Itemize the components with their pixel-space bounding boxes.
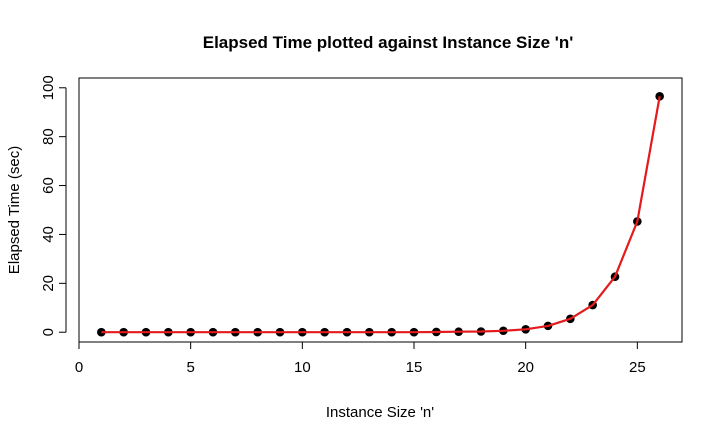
x-tick-label: 5 (186, 359, 194, 376)
y-tick-label: 0 (40, 328, 57, 336)
x-tick-label: 10 (294, 359, 311, 376)
x-axis: 0 5 10 15 20 25 (75, 341, 646, 376)
x-axis-label: Instance Size 'n' (326, 404, 434, 421)
x-tick-label: 25 (629, 359, 646, 376)
y-tick-label: 20 (40, 275, 57, 292)
y-axis-label: Elapsed Time (sec) (6, 146, 23, 274)
x-tick-label: 0 (75, 359, 83, 376)
y-tick-label: 40 (40, 226, 57, 243)
chart-title: Elapsed Time plotted against Instance Si… (203, 33, 574, 52)
y-tick-label: 100 (40, 75, 57, 100)
x-tick-label: 15 (406, 359, 423, 376)
series-polyline (101, 96, 661, 334)
x-tick-label: 20 (517, 359, 534, 376)
y-tick-label: 60 (40, 177, 57, 194)
series-line (101, 96, 661, 334)
data-points (97, 92, 664, 337)
y-tick-label: 80 (40, 128, 57, 145)
y-axis: 0 20 40 60 80 100 (40, 75, 67, 336)
